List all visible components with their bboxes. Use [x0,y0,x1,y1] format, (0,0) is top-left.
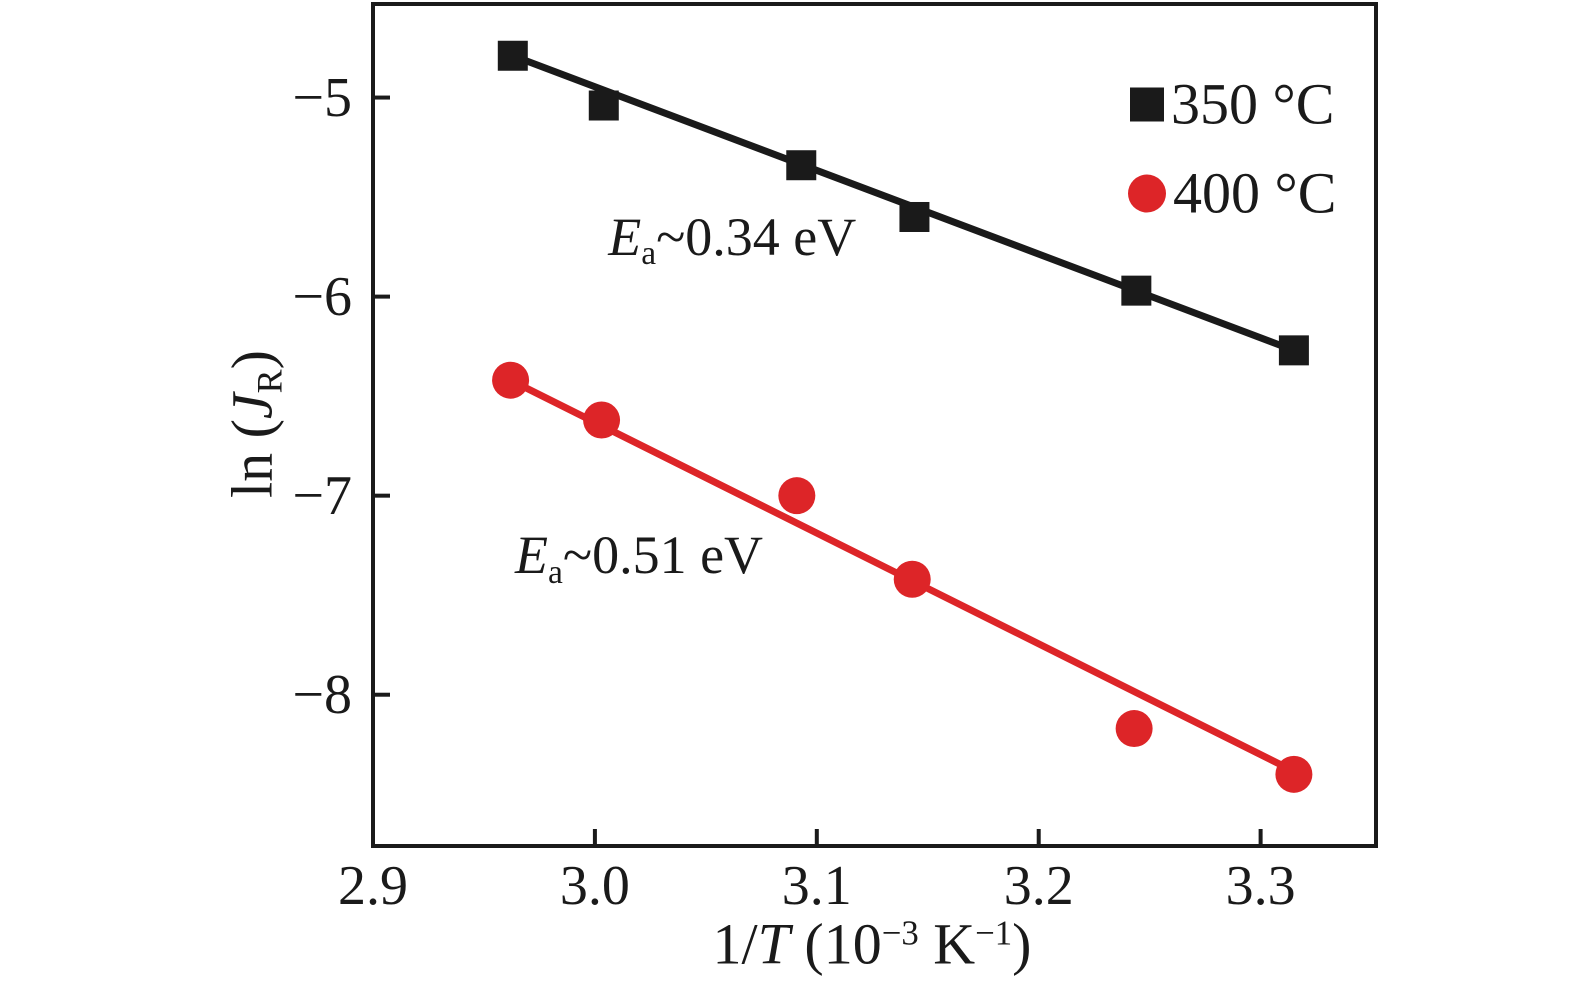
data-point-square [588,90,619,121]
x-tick-label: 3.0 [559,855,630,917]
x-tick-label: 3.3 [1225,855,1296,917]
legend-item-400c: 400 °C [1128,160,1336,227]
data-point-square [786,150,817,181]
data-point-circle [1115,710,1153,748]
y-tick-label: −7 [292,464,352,527]
x-tick-label: 3.1 [781,855,852,917]
data-point-square [1278,335,1309,366]
x-tick-label: 2.9 [338,855,408,917]
data-point-square [1121,275,1152,306]
y-tick-label: −5 [292,66,352,129]
plot-border [371,2,1378,848]
y-axis-title: ln (JR) [219,350,290,498]
y-tick-label: −8 [292,663,352,726]
x-tick-label: 3.2 [1003,855,1074,917]
data-point-circle [1275,755,1313,793]
activation-energy-annotation-350c: Ea~0.34 eV [608,206,857,273]
data-point-circle [492,361,530,399]
legend-item-350c: 350 °C [1130,71,1334,138]
data-point-square [899,201,930,232]
data-point-circle [778,477,816,515]
legend-label-400c: 400 °C [1173,160,1337,226]
activation-energy-annotation-400c: Ea~0.51 eV [515,525,764,591]
data-point-square [497,40,528,71]
y-tick-label: −6 [292,265,352,328]
legend-label-350c: 350 °C [1171,71,1335,137]
data-point-circle [583,401,621,439]
square-marker-icon [1130,87,1164,121]
data-point-circle [893,560,931,598]
x-axis-title: 1/T (10−3 K−1) [712,911,1032,977]
circle-marker-icon [1128,174,1166,212]
